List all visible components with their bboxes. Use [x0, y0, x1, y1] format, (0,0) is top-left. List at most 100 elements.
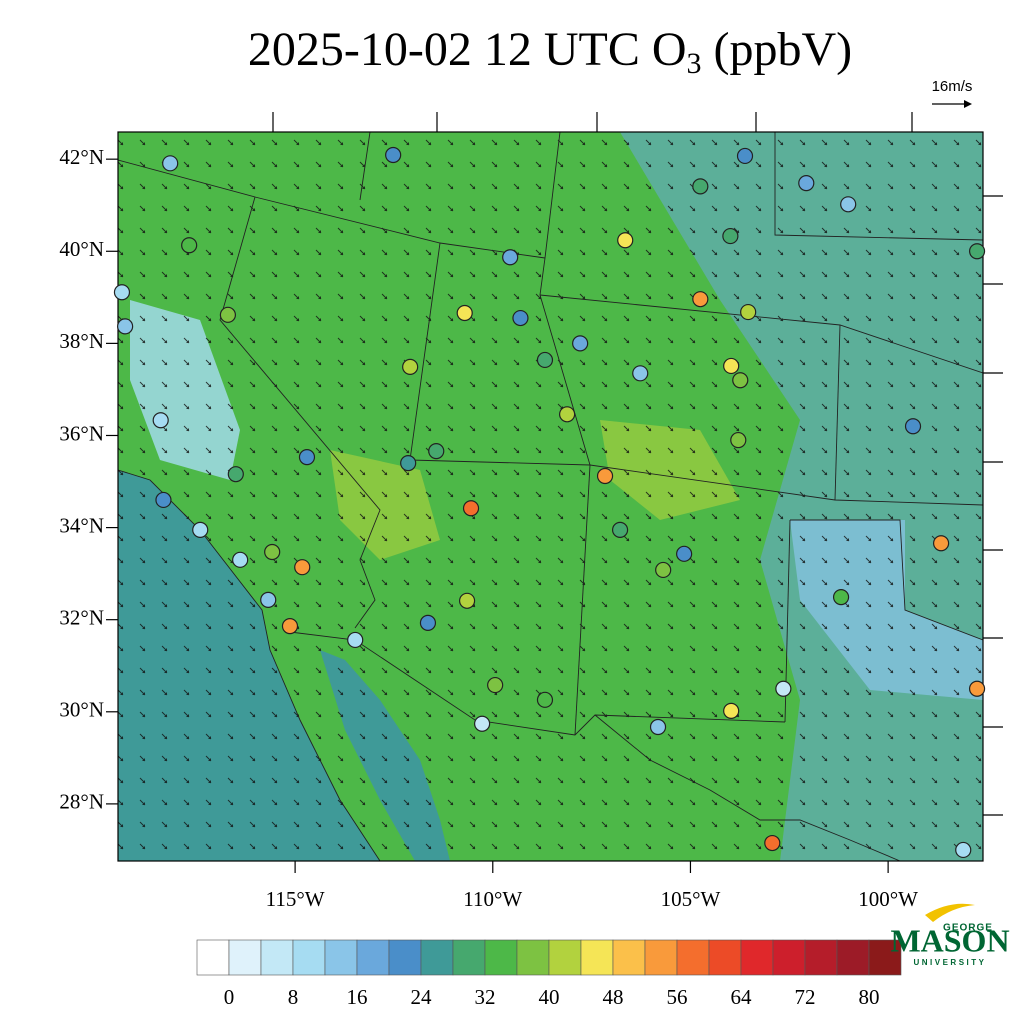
logo-swoosh — [925, 903, 975, 922]
station — [227, 466, 244, 483]
lat-label: 38°N — [59, 329, 104, 353]
station — [192, 521, 209, 538]
colorbar-box — [548, 939, 582, 976]
wind-scale-arrow — [932, 100, 972, 108]
colorbar-box — [196, 939, 230, 976]
station — [462, 500, 480, 517]
station — [298, 449, 316, 466]
frame-ticks — [272, 112, 1003, 816]
station — [487, 676, 504, 694]
colorbar-box — [356, 939, 390, 976]
colorbar-label: 24 — [411, 985, 433, 1009]
colorbar-box — [324, 939, 358, 976]
lon-label: 100°W — [858, 887, 918, 911]
station — [385, 146, 402, 164]
station — [632, 365, 649, 382]
station — [181, 237, 198, 254]
station — [968, 680, 986, 697]
colorbar-label: 40 — [539, 985, 560, 1009]
colorbar-label: 8 — [288, 985, 299, 1009]
wind-vectors — [118, 132, 983, 861]
station — [775, 680, 792, 697]
station — [474, 715, 491, 732]
logo: GEORGE MASON UNIVERSITY — [890, 903, 1010, 967]
station — [692, 178, 709, 195]
station — [723, 702, 740, 719]
colorbar-label: 64 — [731, 985, 753, 1009]
lat-label: 32°N — [59, 606, 104, 630]
station — [692, 291, 709, 308]
colorbar-box — [516, 939, 550, 976]
colorbar-box — [644, 939, 678, 976]
title-space — [702, 23, 714, 76]
wind-scale-label: 16m/s — [932, 78, 973, 95]
colorbar-box — [676, 939, 710, 976]
colorbar-label: 72 — [795, 985, 816, 1009]
station — [428, 443, 445, 460]
colorbar-label: 56 — [667, 985, 688, 1009]
title-main: 2025-10-02 12 UTC O — [248, 23, 687, 76]
lat-label: 34°N — [59, 513, 104, 537]
station — [764, 834, 781, 852]
station — [458, 592, 476, 609]
logo-top: GEORGE — [943, 923, 993, 934]
station — [740, 303, 757, 321]
station — [402, 358, 419, 375]
station — [536, 351, 554, 369]
borders — [118, 132, 983, 861]
title-unit: (ppbV) — [714, 23, 853, 76]
colorbar-label: 16 — [347, 985, 368, 1009]
station — [419, 614, 437, 632]
map-frame — [117, 131, 984, 862]
lon-label: 115°W — [266, 887, 325, 911]
colorbar-label: 80 — [859, 985, 880, 1009]
station — [904, 418, 922, 435]
station — [559, 406, 576, 423]
station — [649, 718, 667, 736]
station — [456, 304, 473, 322]
station — [400, 455, 417, 472]
station — [932, 535, 950, 552]
station — [840, 196, 857, 213]
colorbar-box — [740, 939, 774, 976]
station — [219, 306, 237, 323]
station — [162, 155, 179, 172]
station — [611, 521, 629, 538]
colorbar-box — [228, 939, 262, 976]
station — [736, 147, 754, 165]
station — [260, 591, 277, 608]
axes: 42°N 40°N 38°N 36°N 34°N 32°N 30°N 28°N 115°W 110… — [59, 145, 918, 911]
colorbar-box — [452, 939, 486, 976]
station — [281, 618, 299, 635]
map-field — [118, 132, 983, 861]
station — [347, 631, 364, 649]
colorbar-box — [484, 939, 518, 976]
station — [117, 318, 134, 335]
station — [572, 335, 589, 352]
station — [723, 357, 740, 375]
station — [232, 551, 249, 568]
colorbar-box — [868, 939, 902, 976]
colorbar-label: 48 — [603, 985, 624, 1009]
station — [968, 243, 986, 260]
colorbar-box — [612, 939, 646, 976]
title-subscript: 3 — [687, 47, 702, 80]
colorbar-box — [804, 939, 838, 976]
station — [596, 467, 614, 485]
station — [502, 249, 519, 266]
station — [155, 491, 172, 509]
station — [152, 412, 169, 429]
station — [722, 227, 739, 245]
lat-label: 36°N — [59, 421, 104, 445]
station — [617, 232, 634, 249]
lat-label: 40°N — [59, 237, 104, 261]
station — [955, 841, 972, 859]
colorbar-box — [580, 939, 614, 976]
colorbar-box — [772, 939, 806, 976]
colorbar-box — [836, 939, 870, 976]
station — [294, 559, 311, 576]
lat-label: 30°N — [59, 698, 104, 722]
colorbar-label: 32 — [475, 985, 496, 1009]
colorbar-box — [292, 939, 326, 976]
